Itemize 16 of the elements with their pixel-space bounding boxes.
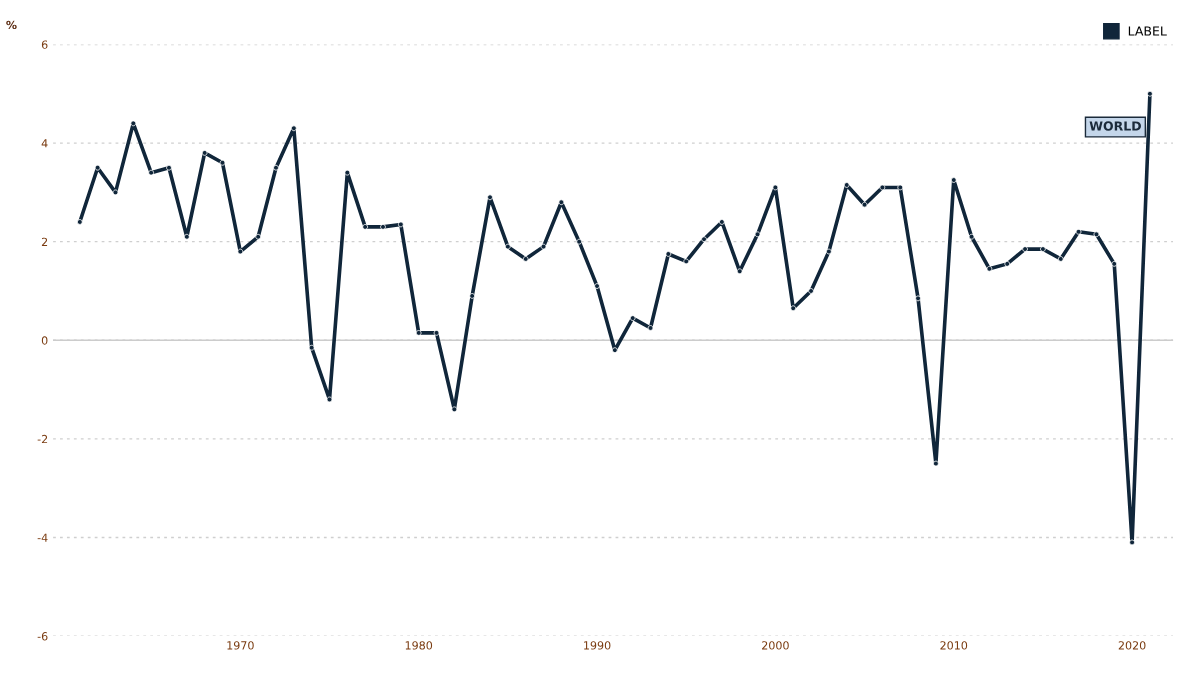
y-tick-label: 2 — [41, 237, 48, 246]
y-axis-title: % — [6, 20, 17, 30]
y-tick-label: 4 — [41, 139, 48, 148]
annotation: WORLD — [1089, 121, 1141, 131]
y-tick-label: -2 — [37, 434, 48, 444]
x-tick-label: 2010 — [940, 641, 968, 650]
x-tick-label: 1990 — [584, 641, 611, 650]
legend-label: LABEL — [1128, 26, 1167, 36]
x-tick-label: 1980 — [405, 641, 433, 650]
x-tick-label: 2020 — [1118, 641, 1146, 650]
x-tick-label: 1970 — [227, 641, 254, 650]
y-tick-label: -6 — [37, 632, 48, 641]
y-tick-label: 6 — [41, 40, 48, 49]
y-tick-label: -4 — [37, 533, 48, 542]
y-tick-label: 0 — [41, 336, 48, 345]
x-tick-label: 2000 — [762, 641, 789, 650]
